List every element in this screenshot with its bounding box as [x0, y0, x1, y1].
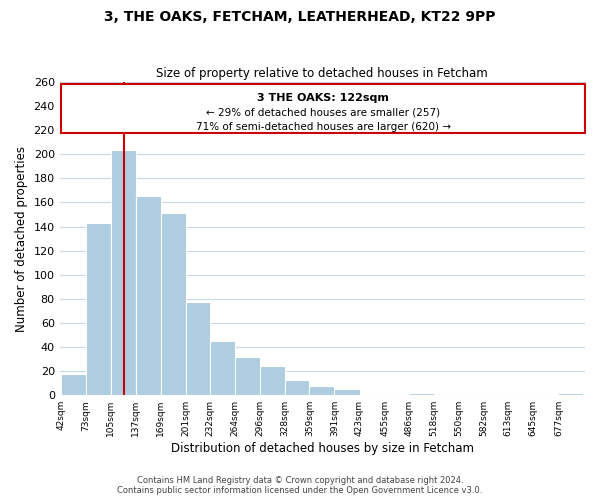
- Bar: [310, 386, 334, 395]
- Text: ← 29% of detached houses are smaller (257): ← 29% of detached houses are smaller (25…: [206, 108, 440, 118]
- Title: Size of property relative to detached houses in Fetcham: Size of property relative to detached ho…: [157, 66, 488, 80]
- Bar: [186, 302, 210, 395]
- Bar: [235, 356, 260, 395]
- Text: Contains HM Land Registry data © Crown copyright and database right 2024.
Contai: Contains HM Land Registry data © Crown c…: [118, 476, 482, 495]
- X-axis label: Distribution of detached houses by size in Fetcham: Distribution of detached houses by size …: [171, 442, 474, 455]
- FancyBboxPatch shape: [61, 84, 585, 132]
- Bar: [409, 393, 434, 395]
- Bar: [61, 374, 86, 395]
- Bar: [136, 196, 161, 395]
- Bar: [334, 389, 359, 395]
- Text: 3 THE OAKS: 122sqm: 3 THE OAKS: 122sqm: [257, 93, 389, 103]
- Bar: [285, 380, 310, 395]
- Text: 71% of semi-detached houses are larger (620) →: 71% of semi-detached houses are larger (…: [196, 122, 451, 132]
- Bar: [161, 214, 186, 395]
- Text: 3, THE OAKS, FETCHAM, LEATHERHEAD, KT22 9PP: 3, THE OAKS, FETCHAM, LEATHERHEAD, KT22 …: [104, 10, 496, 24]
- Bar: [260, 366, 285, 395]
- Bar: [210, 341, 235, 395]
- Bar: [559, 393, 583, 395]
- Y-axis label: Number of detached properties: Number of detached properties: [15, 146, 28, 332]
- Bar: [110, 150, 136, 395]
- Bar: [86, 223, 110, 395]
